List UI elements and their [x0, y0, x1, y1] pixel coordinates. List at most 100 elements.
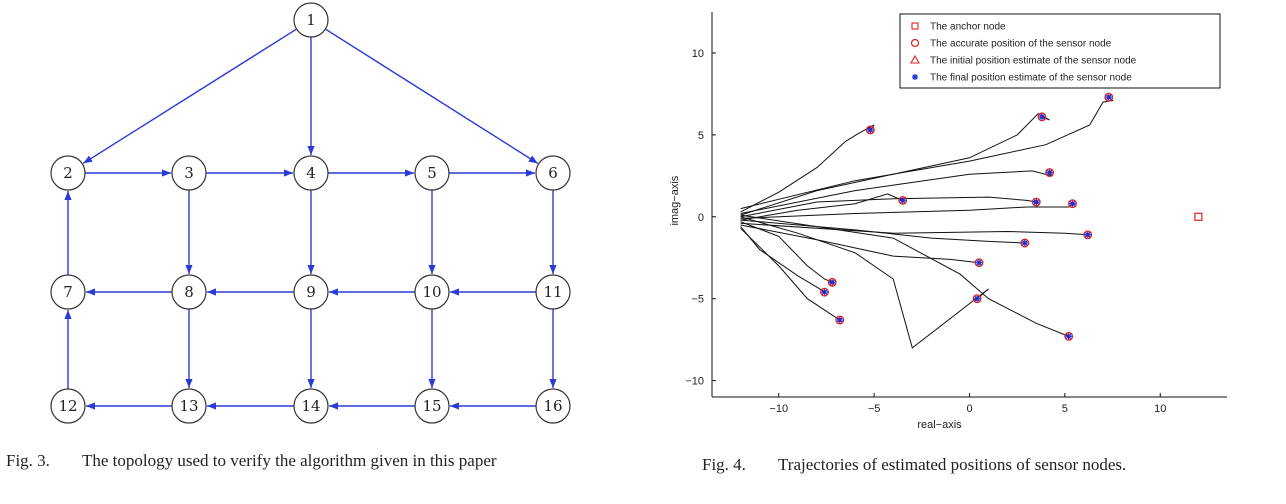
fig3-number: Fig. 3.	[6, 451, 50, 470]
x-tick-label: 10	[1154, 403, 1166, 415]
node-circle-9	[293, 274, 329, 310]
sensor-accurate-2	[1037, 112, 1047, 122]
node-circle-1	[293, 2, 329, 38]
trajectory-chart: −10 −5 0 5 10 −10 −5 0 5 10 real−axis imag−axis The …	[669, 12, 1227, 431]
node-circle-15	[414, 388, 450, 424]
node-label-16: 16	[543, 397, 562, 415]
sensor-final-2	[1038, 113, 1045, 120]
node-circle-12	[50, 388, 86, 424]
sensor-accurate-4	[898, 195, 908, 205]
sensor-final-9	[1021, 240, 1028, 246]
y-axis-label: imag−axis	[669, 175, 681, 225]
node-circle-8	[171, 274, 207, 310]
node-label-15: 15	[422, 397, 441, 415]
fig4-caption: Fig. 4. Trajectories of estimated positio…	[702, 455, 1126, 475]
node-label-7: 7	[63, 283, 73, 301]
x-tick-label: −5	[868, 403, 881, 415]
node-15: 15	[414, 388, 450, 424]
node-label-12: 12	[58, 397, 77, 415]
trajectory-6	[740, 196, 1037, 218]
node-label-14: 14	[301, 397, 320, 415]
fig3-caption-text: The topology used to verify the algorith…	[82, 451, 497, 470]
trajectory-2	[740, 112, 1050, 216]
y-tick-label: 10	[692, 48, 704, 60]
legend-square-icon	[911, 22, 919, 30]
legend-entry-3: The initial position estimate of the sen…	[930, 56, 1137, 67]
sensor-accurate-7	[1068, 199, 1077, 209]
trajectory-10	[740, 224, 980, 264]
fig3-caption: Fig. 3. The topology used to verify the a…	[6, 451, 497, 471]
legend-entry-1: The anchor node	[930, 22, 1006, 33]
sensor-final-13	[974, 295, 981, 302]
legend-entry-4: The final position estimate of the senso…	[930, 73, 1132, 84]
legend-star-icon	[912, 74, 918, 80]
node-7: 7	[50, 274, 86, 310]
sensor-final-6	[1033, 199, 1040, 206]
node-13: 13	[171, 388, 207, 424]
sensor-accurate-13	[972, 294, 982, 304]
legend-entry-2: The accurate position of the sensor node	[930, 39, 1112, 50]
node-label-8: 8	[184, 283, 194, 301]
node-circle-4	[293, 155, 329, 191]
node-2: 2	[50, 155, 86, 191]
sensor-accurate-10	[974, 258, 984, 268]
sensor-final-11	[829, 279, 836, 286]
node-circle-3	[171, 155, 207, 191]
node-circle-14	[293, 388, 329, 424]
node-circle-2	[50, 155, 86, 191]
trajectory-4	[740, 193, 903, 221]
sensor-accurate-8	[1083, 230, 1093, 240]
edge-1-2	[82, 28, 297, 165]
node-circle-5	[414, 155, 450, 191]
y-tick-label: −5	[691, 294, 704, 306]
sensor-accurate-12	[820, 287, 829, 297]
node-10: 10	[414, 274, 450, 310]
sensor-accurate-11	[827, 277, 837, 287]
legend-circle-icon	[910, 38, 920, 48]
y-tick-label: −10	[685, 376, 704, 388]
node-circle-6	[535, 155, 571, 191]
node-label-6: 6	[548, 164, 558, 182]
node-circle-16	[535, 388, 571, 424]
node-11: 11	[535, 274, 571, 310]
sensor-final-15	[1065, 333, 1072, 340]
sensor-final-3	[1105, 94, 1112, 101]
node-8: 8	[171, 274, 207, 310]
x-tick-label: 5	[1062, 403, 1068, 415]
node-label-2: 2	[63, 164, 73, 182]
node-circle-13	[171, 388, 207, 424]
x-axis-label: real−axis	[917, 419, 962, 431]
legend: The anchor node The accurate position of …	[899, 13, 1221, 89]
node-14: 14	[293, 388, 329, 424]
fig4-caption-text: Trajectories of estimated positions of s…	[778, 455, 1127, 474]
sensor-final-5	[1046, 169, 1053, 176]
sensor-final-8	[1084, 231, 1091, 238]
trajectory-11	[740, 221, 833, 283]
sensor-final-1	[867, 126, 874, 133]
sensor-final-10	[976, 259, 983, 266]
y-tick-label: 0	[698, 212, 704, 224]
node-3: 3	[171, 155, 207, 191]
sensor-accurate-5	[1045, 168, 1055, 178]
sensor-final-7	[1069, 200, 1076, 207]
node-16: 16	[535, 388, 571, 424]
y-tick-label: 5	[698, 130, 704, 142]
anchor-node-1	[1194, 212, 1203, 221]
node-label-4: 4	[306, 164, 316, 182]
sensor-accurate-3	[1104, 92, 1114, 102]
sensor-accurate-1	[865, 125, 875, 135]
node-label-5: 5	[427, 164, 437, 182]
node-label-11: 11	[543, 283, 562, 301]
x-tick-label: 0	[966, 403, 972, 415]
sensor-final-12	[821, 289, 828, 296]
node-circle-10	[414, 274, 450, 310]
legend-box	[899, 13, 1221, 89]
trajectory-8	[740, 222, 1088, 236]
legend-triangle-icon	[910, 54, 920, 64]
trajectory-5	[740, 170, 1053, 214]
node-label-9: 9	[306, 283, 316, 301]
edge-1-6	[324, 28, 539, 164]
x-tick-label: −10	[769, 403, 788, 415]
node-label-1: 1	[306, 11, 316, 29]
